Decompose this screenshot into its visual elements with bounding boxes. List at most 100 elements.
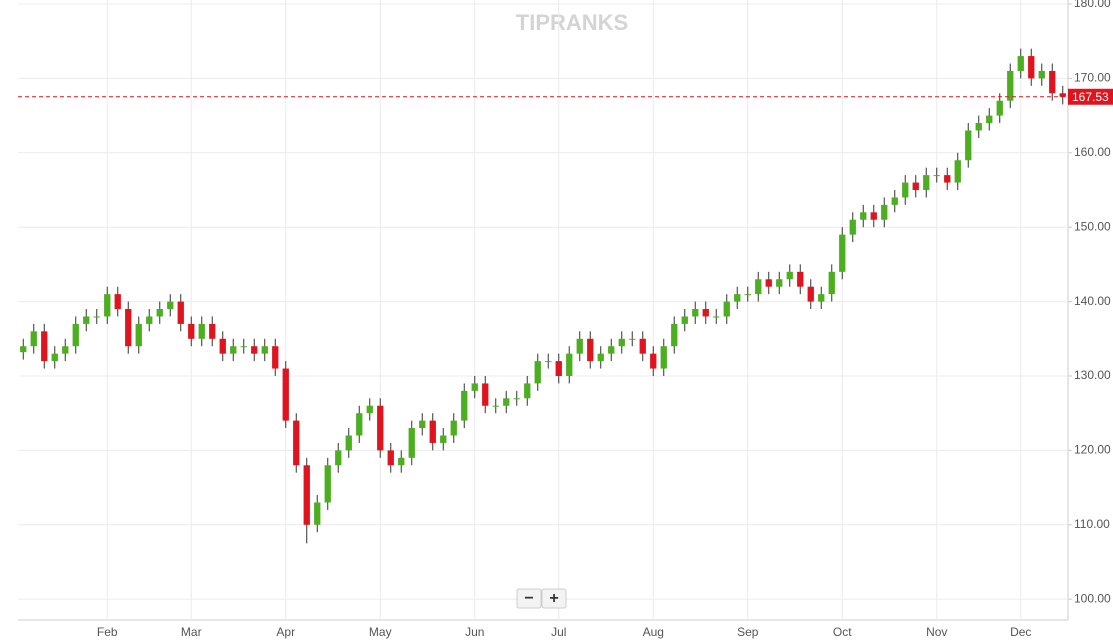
y-tick-label: 130.00: [1074, 368, 1111, 382]
candle-body: [41, 331, 48, 362]
last-price-box: [1068, 88, 1113, 105]
x-tick-label: Nov: [926, 625, 947, 639]
candle-body: [408, 428, 415, 458]
candle-body: [986, 115, 993, 124]
candle-body: [881, 204, 888, 220]
candle-body: [335, 450, 342, 466]
last-price-label: 167.53: [1072, 90, 1109, 104]
candle-body: [944, 175, 951, 183]
candle-body: [209, 323, 216, 339]
y-tick-label: 100.00: [1074, 591, 1111, 605]
candle-body: [429, 420, 436, 443]
candle-body: [482, 383, 489, 406]
candle-body: [177, 301, 184, 324]
candle-body: [1017, 56, 1024, 71]
candle-body: [1028, 56, 1035, 79]
candle-body: [555, 361, 562, 376]
candle-body: [639, 338, 646, 354]
candle-body: [83, 316, 90, 324]
candle-body: [912, 182, 919, 190]
candle-body: [692, 309, 699, 317]
candle-body: [303, 465, 310, 525]
candle-body: [314, 502, 321, 525]
x-tick-label: Sep: [737, 625, 759, 639]
candle-body: [93, 316, 100, 318]
candle-body: [587, 338, 594, 362]
candle-body: [860, 212, 867, 220]
candle-body: [471, 383, 478, 391]
candle-body: [167, 301, 174, 310]
zoom-button-label[interactable]: −: [524, 590, 533, 607]
candle-body: [702, 309, 709, 317]
candle-body: [839, 234, 846, 272]
candle-body: [345, 435, 352, 451]
candle-body: [440, 435, 447, 443]
candle-body: [219, 338, 226, 354]
candle-body: [1007, 70, 1014, 101]
candle-body: [419, 420, 426, 429]
y-tick-label: 180.00: [1074, 0, 1111, 10]
candle-body: [20, 346, 27, 353]
candle-body: [671, 323, 678, 347]
x-tick-label: Oct: [833, 625, 852, 639]
candle-body: [251, 346, 258, 354]
candle-body: [72, 323, 79, 347]
x-tick-label: Jun: [465, 625, 484, 639]
candle-body: [891, 197, 898, 205]
candle-body: [1059, 93, 1066, 97]
candle-body: [797, 271, 804, 287]
candle-body: [734, 294, 741, 302]
x-tick-label: May: [369, 625, 392, 639]
x-tick-label: Feb: [97, 625, 118, 639]
candle-body: [398, 457, 405, 466]
candle-body: [629, 338, 636, 340]
candle-body: [461, 390, 468, 421]
watermark: TIPRANKS: [516, 10, 628, 35]
candle-body: [828, 271, 835, 295]
candle-body: [576, 338, 583, 354]
candle-body: [51, 353, 58, 362]
candle-body: [608, 346, 615, 354]
candle-body: [1049, 70, 1056, 94]
candle-body: [660, 346, 667, 369]
candle-body: [681, 316, 688, 324]
candle-body: [870, 212, 877, 220]
candle-body: [30, 331, 37, 347]
candle-body: [744, 294, 751, 296]
candle-body: [492, 405, 499, 407]
candle-body: [765, 279, 772, 287]
candle-body: [975, 123, 982, 131]
x-tick-label: Aug: [643, 625, 664, 639]
candle-body: [618, 338, 625, 347]
candle-body: [807, 286, 814, 302]
candle-body: [324, 465, 331, 503]
candle-body: [230, 346, 237, 354]
candle-body: [503, 398, 510, 406]
candle-body: [356, 413, 363, 436]
candle-body: [135, 323, 142, 347]
candle-body: [786, 271, 793, 280]
candle-body: [597, 353, 604, 362]
candle-body: [156, 309, 163, 317]
candle-body: [146, 316, 153, 324]
zoom-button[interactable]: [516, 588, 542, 609]
candle-body: [849, 219, 856, 235]
candle-body: [965, 130, 972, 161]
candle-body: [524, 383, 531, 399]
zoom-button[interactable]: [541, 588, 567, 609]
y-tick-label: 150.00: [1074, 219, 1111, 233]
candle-body: [125, 309, 132, 347]
candle-body: [513, 398, 520, 400]
candle-body: [776, 279, 783, 287]
candle-body: [62, 346, 69, 354]
candle-body: [933, 175, 940, 177]
candle-body: [377, 405, 384, 451]
y-tick-label: 140.00: [1074, 294, 1111, 308]
candle-body: [387, 450, 394, 466]
zoom-button-label[interactable]: +: [549, 590, 558, 607]
x-tick-label: Jul: [551, 625, 566, 639]
y-tick-label: 120.00: [1074, 443, 1111, 457]
candle-body: [114, 294, 121, 310]
